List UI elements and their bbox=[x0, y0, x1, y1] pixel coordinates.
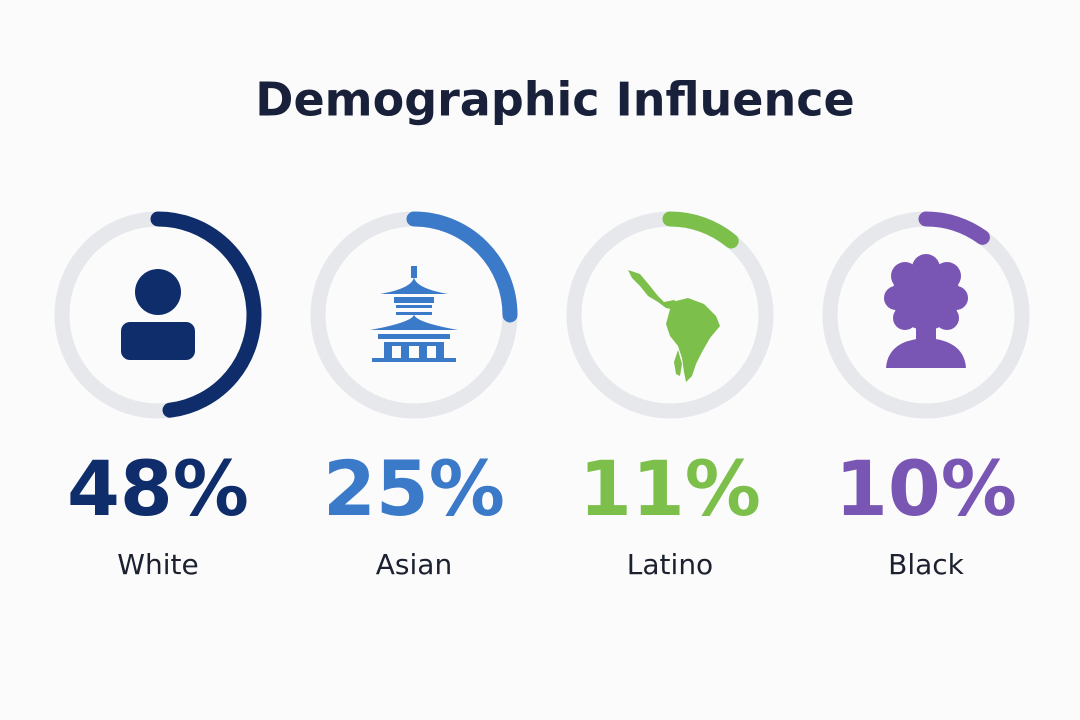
pagoda-icon bbox=[370, 266, 458, 362]
value-label: 25% bbox=[323, 444, 505, 533]
value-label: 10% bbox=[835, 444, 1017, 533]
ring-arc bbox=[406, 211, 518, 323]
category-label: Latino bbox=[627, 548, 713, 581]
category-label: Asian bbox=[376, 548, 452, 581]
ring-arc bbox=[918, 211, 990, 245]
category-label: White bbox=[117, 548, 198, 581]
person-icon bbox=[121, 269, 195, 360]
ring-arc bbox=[150, 211, 262, 418]
value-label: 11% bbox=[579, 444, 761, 533]
chart-title: Demographic Influence bbox=[255, 73, 854, 127]
value-label: 48% bbox=[67, 444, 249, 533]
category-label: Black bbox=[888, 548, 965, 581]
person-afro-icon bbox=[884, 254, 968, 368]
map-icon bbox=[628, 270, 720, 382]
ring-arc bbox=[662, 211, 739, 249]
